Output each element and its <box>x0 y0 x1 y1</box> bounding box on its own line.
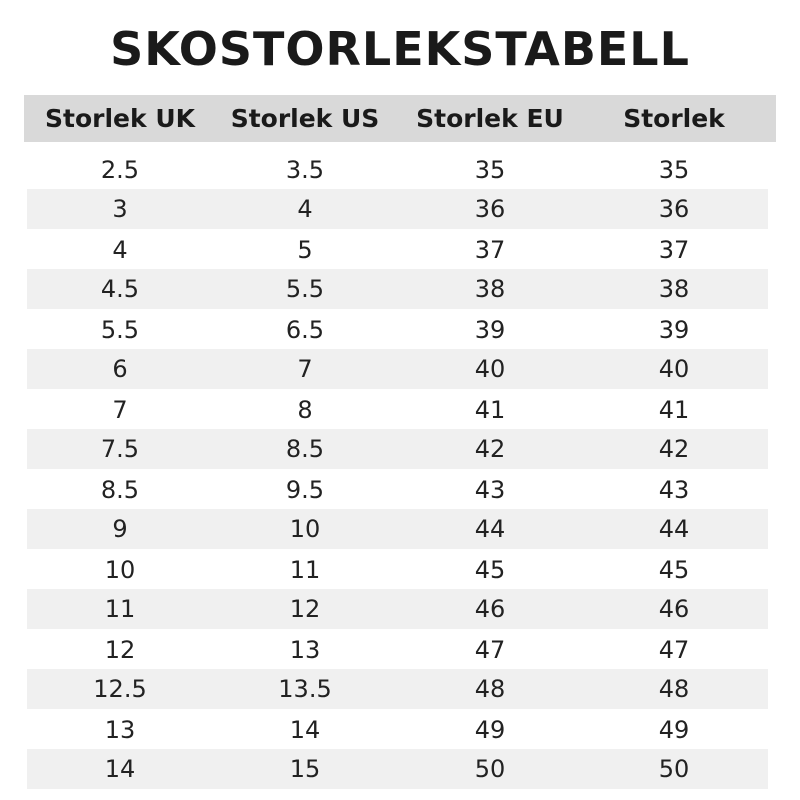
table-row: 3 4 36 36 <box>27 189 768 229</box>
table-row: 7 8 41 41 <box>27 390 768 430</box>
table-row: 4 5 37 37 <box>27 230 768 270</box>
table-cell: 6.5 <box>285 316 325 344</box>
table-row: 5.5 6.5 39 39 <box>27 310 768 350</box>
table-row: 10 11 45 45 <box>27 550 768 590</box>
table-cell: 42 <box>658 435 690 463</box>
table-cell: 13.5 <box>278 675 332 703</box>
table-cell: 14 <box>289 716 321 744</box>
table-cell: 13 <box>289 636 321 664</box>
column-header: Storlek US <box>230 104 380 133</box>
table-cell: 12 <box>104 636 136 664</box>
table-cell: 8 <box>297 396 313 424</box>
table-cell: 37 <box>658 236 690 264</box>
table-cell: 42 <box>474 435 506 463</box>
table-cell: 36 <box>474 195 506 223</box>
table-cell: 12.5 <box>93 675 147 703</box>
table-row: 2.5 3.5 35 35 <box>27 150 768 190</box>
table-cell: 8.5 <box>285 435 325 463</box>
table-cell: 46 <box>474 595 506 623</box>
table-row: 12.5 13.5 48 48 <box>27 669 768 709</box>
table-cell: 11 <box>104 595 136 623</box>
table-cell: 48 <box>658 675 690 703</box>
table-row: 7.5 8.5 42 42 <box>27 429 768 469</box>
table-cell: 7 <box>112 396 128 424</box>
table-cell: 12 <box>289 595 321 623</box>
table-cell: 9.5 <box>285 476 325 504</box>
table-row: 4.5 5.5 38 38 <box>27 269 768 309</box>
table-cell: 7 <box>297 355 313 383</box>
table-cell: 6 <box>112 355 128 383</box>
column-header: Storlek EU <box>416 104 564 133</box>
table-row: 8.5 9.5 43 43 <box>27 470 768 510</box>
table-cell: 45 <box>658 556 690 584</box>
table-header: Storlek UK Storlek US Storlek EU Storlek <box>24 95 776 142</box>
table-cell: 35 <box>474 156 506 184</box>
table-cell: 41 <box>474 396 506 424</box>
table-row: 12 13 47 47 <box>27 630 768 670</box>
table-row: 9 10 44 44 <box>27 509 768 549</box>
table-cell: 41 <box>658 396 690 424</box>
table-cell: 2.5 <box>100 156 140 184</box>
table-cell: 38 <box>474 275 506 303</box>
column-header: Storlek UK <box>45 104 195 133</box>
table-cell: 37 <box>474 236 506 264</box>
table-cell: 4.5 <box>100 275 140 303</box>
table-cell: 4 <box>297 195 313 223</box>
table-cell: 50 <box>658 755 690 783</box>
table-cell: 15 <box>289 755 321 783</box>
table-cell: 40 <box>658 355 690 383</box>
table-cell: 10 <box>104 556 136 584</box>
table-cell: 11 <box>289 556 321 584</box>
table-cell: 5 <box>297 236 313 264</box>
table-cell: 49 <box>474 716 506 744</box>
table-cell: 49 <box>658 716 690 744</box>
table-cell: 5.5 <box>100 316 140 344</box>
table-cell: 5.5 <box>285 275 325 303</box>
table-cell: 40 <box>474 355 506 383</box>
page-title: SKOSTORLEKSTABELL <box>110 22 690 76</box>
column-header: Storlek <box>623 104 725 133</box>
table-cell: 44 <box>474 515 506 543</box>
table-cell: 50 <box>474 755 506 783</box>
table-cell: 43 <box>658 476 690 504</box>
table-cell: 9 <box>112 515 128 543</box>
table-cell: 47 <box>474 636 506 664</box>
table-cell: 47 <box>658 636 690 664</box>
table-cell: 48 <box>474 675 506 703</box>
table-cell: 3 <box>112 195 128 223</box>
table-row: 14 15 50 50 <box>27 749 768 789</box>
table-cell: 4 <box>112 236 128 264</box>
table-cell: 35 <box>658 156 690 184</box>
table-cell: 39 <box>474 316 506 344</box>
table-row: 13 14 49 49 <box>27 710 768 750</box>
table-cell: 39 <box>658 316 690 344</box>
table-cell: 44 <box>658 515 690 543</box>
table-cell: 14 <box>104 755 136 783</box>
table-cell: 38 <box>658 275 690 303</box>
table-row: 6 7 40 40 <box>27 349 768 389</box>
table-cell: 45 <box>474 556 506 584</box>
table-cell: 36 <box>658 195 690 223</box>
table-cell: 3.5 <box>285 156 325 184</box>
table-cell: 10 <box>289 515 321 543</box>
table-cell: 7.5 <box>100 435 140 463</box>
table-cell: 46 <box>658 595 690 623</box>
table-cell: 8.5 <box>100 476 140 504</box>
table-cell: 43 <box>474 476 506 504</box>
table-row: 11 12 46 46 <box>27 589 768 629</box>
table-cell: 13 <box>104 716 136 744</box>
